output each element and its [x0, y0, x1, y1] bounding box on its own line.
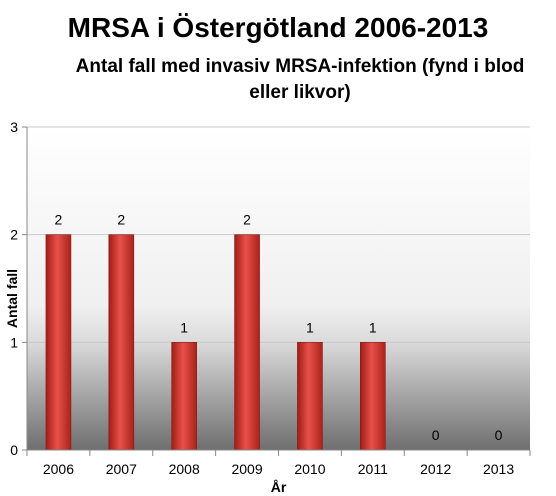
x-tick-label-2010: 2010: [294, 461, 325, 477]
y-tick-label: 0: [10, 442, 18, 458]
x-tick-label-2007: 2007: [106, 461, 137, 477]
x-tick-label-2006: 2006: [43, 461, 74, 477]
x-tick-label-2012: 2012: [420, 461, 451, 477]
bar-2008: [171, 342, 197, 451]
bar-2006: [45, 234, 72, 451]
x-tick-label-2011: 2011: [358, 461, 388, 477]
data-label-2007: 2: [117, 212, 125, 228]
x-tick-label-2013: 2013: [483, 461, 514, 477]
data-label-2009: 2: [243, 212, 251, 228]
data-label-2010: 1: [306, 319, 314, 335]
y-tick-label: 3: [10, 119, 18, 135]
bar-2011: [360, 342, 386, 451]
x-tick-label-2008: 2008: [169, 461, 200, 477]
bar-2007: [108, 234, 135, 451]
x-tick-label-2009: 2009: [231, 461, 262, 477]
data-label-2013: 0: [495, 427, 503, 443]
chart-subtitle: Antal fall med invasiv MRSA-infektion (f…: [75, 56, 525, 103]
data-label-2012: 0: [432, 427, 440, 443]
bar-2010: [297, 342, 323, 451]
y-tick-label: 2: [10, 227, 18, 243]
y-axis-title: Antal fall: [4, 269, 20, 328]
bar-2009: [234, 234, 260, 451]
chart-title: MRSA i Östergötland 2006-2013: [67, 12, 489, 43]
plot-area: [27, 127, 530, 450]
data-label-2011: 1: [369, 319, 377, 335]
y-tick-label: 1: [10, 334, 18, 350]
data-label-2006: 2: [55, 212, 63, 228]
x-axis-title: År: [271, 479, 287, 495]
data-label-2008: 1: [180, 319, 188, 335]
